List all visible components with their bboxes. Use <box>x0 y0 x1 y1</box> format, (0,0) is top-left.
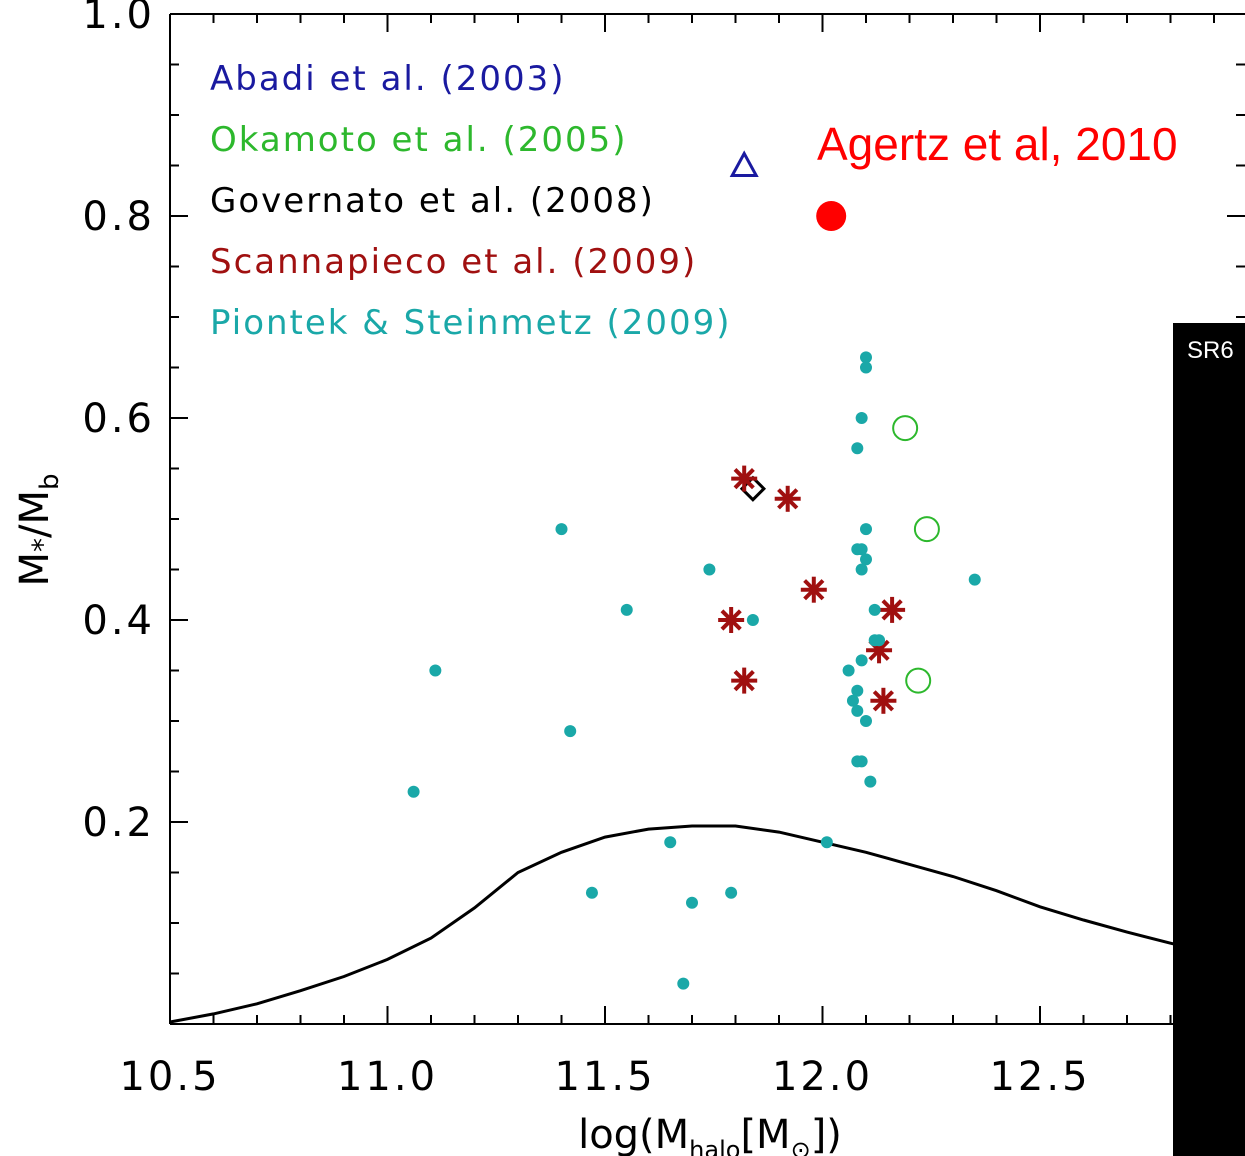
point-okamoto <box>913 516 940 543</box>
x-tick-label: 12.0 <box>772 1054 873 1100</box>
point-piontek <box>855 654 868 667</box>
data-points-layer <box>407 150 981 990</box>
point-scannapieco <box>774 485 801 512</box>
overlay-panel-label: SR6 <box>1187 337 1234 364</box>
legend-entry: Piontek & Steinmetz (2009) <box>210 303 732 343</box>
point-piontek <box>725 886 738 899</box>
point-okamoto <box>905 667 932 694</box>
point-piontek <box>968 573 981 586</box>
x-tick-label: 11.5 <box>554 1054 655 1100</box>
point-scannapieco <box>879 596 906 623</box>
x-tick-label: 10.5 <box>119 1054 220 1100</box>
point-scannapieco <box>800 576 827 603</box>
point-piontek <box>855 755 868 768</box>
point-scannapieco <box>731 667 758 694</box>
y-title-part: /M <box>12 490 58 538</box>
point-piontek <box>664 836 677 849</box>
point-piontek <box>820 836 833 849</box>
point-piontek <box>677 977 690 990</box>
point-piontek <box>407 785 420 798</box>
point-piontek <box>851 684 864 697</box>
point-piontek <box>585 886 598 899</box>
point-piontek <box>429 664 442 677</box>
x-title-part: log(M <box>578 1112 689 1156</box>
point-piontek <box>564 725 577 738</box>
agertz-annotation: Agertz et al, 2010 <box>817 118 1178 170</box>
y-tick-label: 1.0 <box>82 0 155 38</box>
x-tick-label: 11.0 <box>337 1054 438 1100</box>
point-piontek <box>868 603 881 616</box>
point-piontek <box>746 614 759 626</box>
point-piontek <box>860 361 872 374</box>
point-piontek <box>864 775 877 788</box>
point-scannapieco <box>870 687 897 714</box>
point-piontek <box>555 523 568 536</box>
point-piontek <box>860 523 872 536</box>
point-piontek <box>620 603 633 616</box>
point-piontek <box>686 896 698 909</box>
model-curve <box>169 824 1245 1024</box>
y-tick-label: 0.4 <box>82 598 155 644</box>
point-piontek <box>860 715 872 727</box>
point-scannapieco <box>731 465 758 492</box>
legend-entry: Okamoto et al. (2005) <box>210 120 628 160</box>
y-tick-label: 0.8 <box>82 194 155 240</box>
point-piontek <box>851 704 864 717</box>
point-piontek <box>703 563 716 576</box>
y-tick-label: 0.2 <box>82 800 155 846</box>
x-axis-title: log(Mhalo[M⊙]) <box>578 1112 842 1156</box>
y-title-part: M <box>12 552 58 587</box>
legend: Abadi et al. (2003) Okamoto et al. (2005)… <box>210 59 732 343</box>
point-piontek <box>846 694 859 707</box>
point-piontek <box>873 634 886 647</box>
x-tick-label: 12.5 <box>989 1054 1090 1100</box>
model-curve-layer <box>169 824 1245 1024</box>
point-scannapieco <box>718 607 745 633</box>
x-title-part: ]) <box>811 1112 842 1156</box>
y-tick-label: 0.6 <box>82 396 155 442</box>
x-title-sub: ⊙ <box>791 1136 811 1156</box>
point-agertz <box>816 201 847 231</box>
point-abadi <box>729 150 759 177</box>
overlay-panel: SR6 <box>1173 323 1245 1156</box>
point-piontek <box>855 543 868 556</box>
legend-entry: Governato et al. (2008) <box>210 181 655 221</box>
plot-axes: 10.5 11.0 11.5 12.0 12.5 0.2 0.4 0.6 0.8 1.0 <box>82 0 1245 1100</box>
point-piontek <box>860 351 872 364</box>
x-title-part: [M <box>740 1112 790 1156</box>
legend-entry: Abadi et al. (2003) <box>210 59 566 99</box>
y-axis-title: M*/Mb <box>12 473 65 586</box>
legend-entry: Scannapieco et al. (2009) <box>210 242 697 282</box>
point-piontek <box>860 553 872 566</box>
point-okamoto <box>892 415 919 442</box>
y-title-sub: b <box>35 473 65 490</box>
point-piontek <box>855 563 868 576</box>
y-title-sub: * <box>26 538 59 552</box>
point-piontek <box>842 664 855 677</box>
point-piontek <box>855 412 868 424</box>
point-piontek <box>851 442 864 455</box>
x-title-sub: halo <box>689 1136 740 1156</box>
